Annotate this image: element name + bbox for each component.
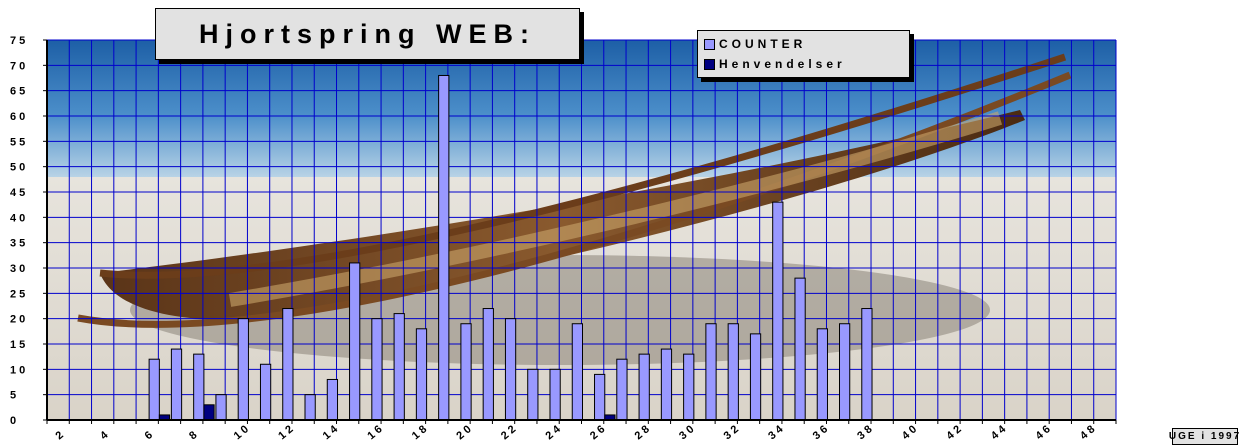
y-tick-label-10: 10 <box>10 364 28 376</box>
bar-counter-33 <box>749 333 762 421</box>
y-tick-label-20: 20 <box>10 314 28 326</box>
bar-counter-27 <box>616 358 628 421</box>
legend-label-counter: COUNTER <box>719 37 807 51</box>
bar-counter-13 <box>304 394 316 421</box>
y-tick-label-55: 55 <box>10 136 28 148</box>
y-tick-label-75: 75 <box>10 35 28 47</box>
bar-counter-10 <box>237 318 249 421</box>
x-tick-label-14: 14 <box>321 421 343 442</box>
bar-counter-6 <box>148 358 160 421</box>
bar-counter-23 <box>527 368 539 421</box>
y-tick-label-60: 60 <box>10 111 28 123</box>
boat-gunwale-upper <box>99 53 1067 279</box>
bar-counter-20 <box>460 323 472 421</box>
x-tick-label-36: 36 <box>811 421 833 442</box>
bar-counter-28 <box>638 353 650 421</box>
y-tick-label-25: 25 <box>10 288 28 300</box>
y-tick-label-35: 35 <box>10 238 28 250</box>
bar-counter-8 <box>193 353 205 421</box>
x-tick-label-30: 30 <box>677 421 699 442</box>
x-tick-label-22: 22 <box>499 421 521 442</box>
x-axis-label: UGE i 1997 <box>1168 431 1239 442</box>
y-tick-label-40: 40 <box>10 212 28 224</box>
x-tick-label-46: 46 <box>1033 421 1055 442</box>
bar-counter-25 <box>571 323 584 421</box>
bar-counter-19 <box>438 74 450 421</box>
bar-counter-16 <box>371 318 383 421</box>
bar-counter-17 <box>393 313 405 421</box>
bar-counter-7 <box>170 348 183 421</box>
bar-counter-34 <box>772 201 784 421</box>
x-tick-label-8: 8 <box>187 427 202 442</box>
x-tick-label-34: 34 <box>766 421 788 442</box>
bar-counter-30 <box>683 353 695 421</box>
bar-counter-36 <box>816 328 828 421</box>
bar-henvendelser-8 <box>203 404 215 421</box>
legend-item-henvendelser: Henvendelser <box>704 54 909 74</box>
legend-swatch-henvendelser <box>704 58 715 70</box>
bar-counter-29 <box>660 348 673 421</box>
x-tick-label-28: 28 <box>633 421 655 442</box>
legend-swatch-counter <box>704 38 715 50</box>
x-tick-label-44: 44 <box>989 421 1011 442</box>
x-tick-label-40: 40 <box>900 421 922 442</box>
bar-counter-37 <box>839 323 851 421</box>
bar-counter-26 <box>594 373 606 421</box>
x-tick-label-42: 42 <box>944 421 966 442</box>
axes <box>43 39 1117 424</box>
bar-counter-14 <box>326 378 339 421</box>
x-tick-label-16: 16 <box>365 421 387 442</box>
x-tick-label-10: 10 <box>232 421 254 442</box>
y-tick-label-45: 45 <box>10 187 28 199</box>
bar-counter-35 <box>794 277 806 421</box>
legend-label-henvendelser: Henvendelser <box>719 57 846 71</box>
y-tick-label-65: 65 <box>10 86 28 98</box>
y-tick-label-5: 5 <box>10 390 19 402</box>
x-tick-label-18: 18 <box>410 421 432 442</box>
bar-counter-31 <box>705 323 717 421</box>
x-tick-label-26: 26 <box>588 421 610 442</box>
y-tick-labels: 0 5 10 15 20 25 30 35 40 45 50 55 60 65 70 75 <box>10 35 28 427</box>
x-tick-label-48: 48 <box>1078 421 1100 442</box>
bar-counter-11 <box>259 363 272 421</box>
x-tick-label-24: 24 <box>543 421 565 442</box>
x-tick-label-32: 32 <box>722 421 744 442</box>
bar-counter-9 <box>215 394 227 421</box>
boat-interior <box>228 111 1003 307</box>
y-tick-label-70: 70 <box>10 60 28 72</box>
bar-counter-15 <box>349 262 361 421</box>
chart-title: Hjortspring WEB: <box>199 18 536 49</box>
x-tick-label-6: 6 <box>143 427 158 442</box>
x-tick-labels: 2 4 6 8 10 12 14 16 18 20 22 24 26 28 30 32 34 36 38 40 42 44… <box>53 421 1099 442</box>
x-tick-label-4: 4 <box>98 427 113 442</box>
bar-counter-12 <box>282 308 294 421</box>
y-tick-label-0: 0 <box>10 415 19 427</box>
y-tick-label-50: 50 <box>10 162 28 174</box>
y-tick-label-30: 30 <box>10 263 28 275</box>
bar-counter-32 <box>727 323 739 421</box>
x-tick-label-12: 12 <box>276 421 298 442</box>
y-tick-label-15: 15 <box>10 339 28 351</box>
legend-item-counter: COUNTER <box>704 34 909 54</box>
x-axis-label-box: UGE i 1997 <box>1168 428 1239 445</box>
bar-counter-38 <box>861 308 873 421</box>
bar-counter-21 <box>482 308 494 421</box>
chart-title-box: Hjortspring WEB: <box>155 8 580 60</box>
bar-counter-18 <box>415 328 428 421</box>
x-tick-label-38: 38 <box>855 421 877 442</box>
bar-counter-24 <box>549 368 561 421</box>
legend: COUNTER Henvendelser <box>697 30 910 78</box>
bar-counter-22 <box>504 318 517 421</box>
x-tick-label-20: 20 <box>454 421 476 442</box>
x-tick-label-2: 2 <box>53 427 68 442</box>
